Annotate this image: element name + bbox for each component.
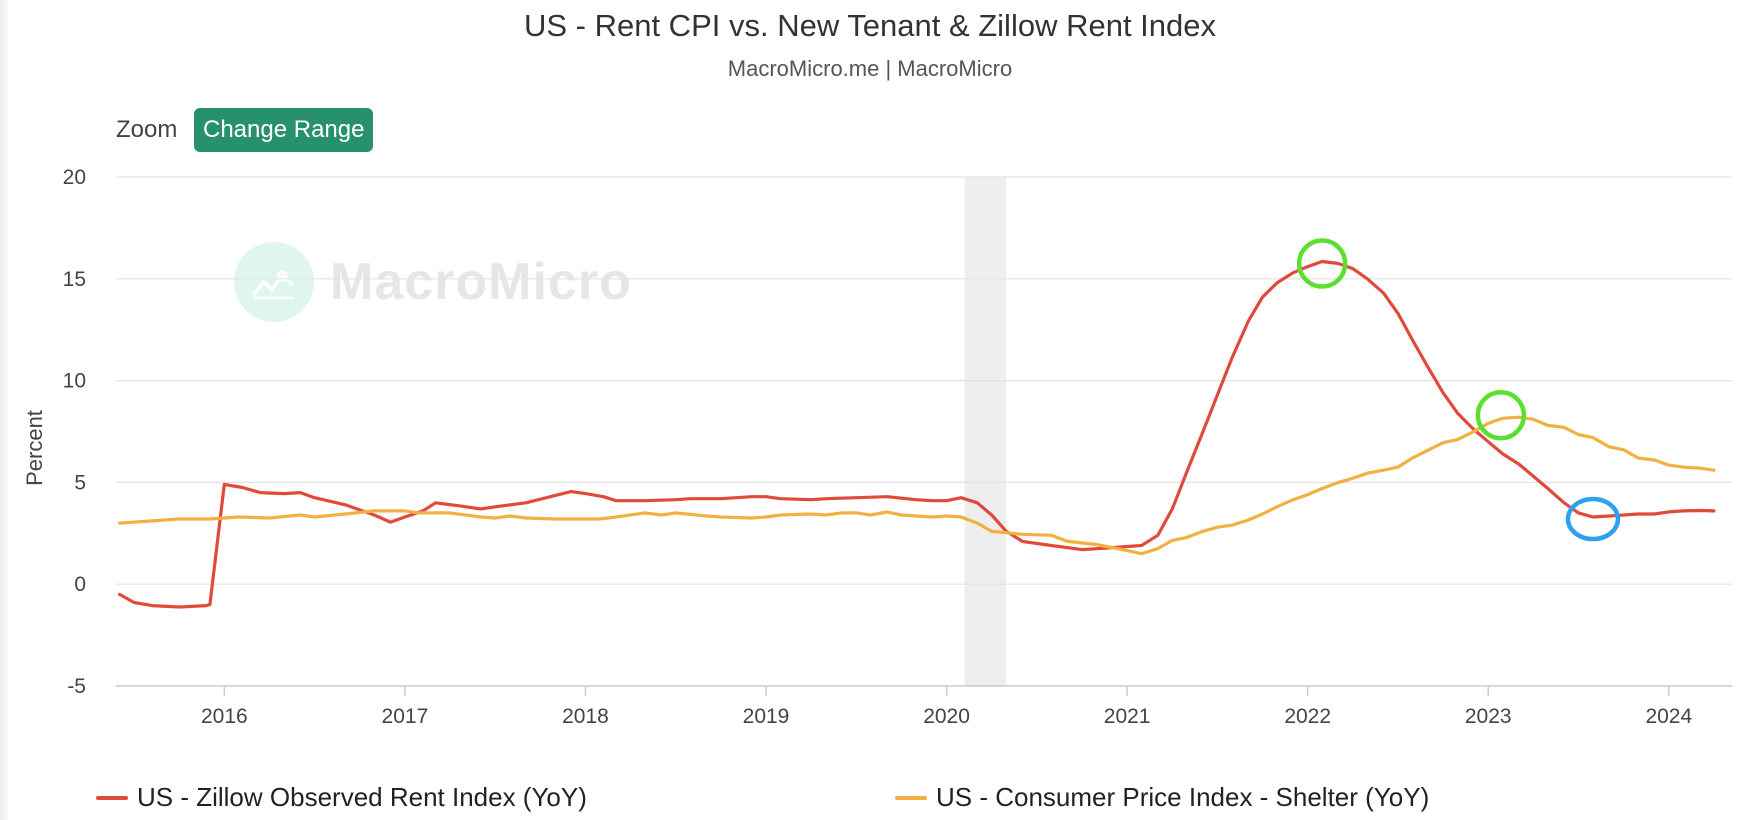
x-tick-layer: 2016 2017 2018 2019 2020 2021 2022 2023 2024	[201, 686, 1692, 728]
annotation-circle-1	[1475, 389, 1527, 441]
watermark-logo-icon	[234, 242, 314, 322]
recession-band-layer	[964, 177, 1007, 686]
y-tick-label: 10	[63, 370, 86, 393]
chart-subtitle: MacroMicro.me | MacroMicro	[727, 56, 1013, 81]
zoom-label: Zoom	[116, 116, 178, 143]
page-left-edge	[0, 0, 8, 820]
x-tick-label: 2021	[1104, 705, 1151, 728]
legend-label-zillow: US - Zillow Observed Rent Index (YoY)	[137, 782, 587, 812]
legend-swatch-zillow	[96, 795, 128, 800]
y-tick-label: 20	[63, 166, 86, 189]
annotation-circle-0	[1296, 238, 1348, 289]
series-layer	[118, 259, 1716, 609]
legend-item-cpi-shelter[interactable]: US - Consumer Price Index - Shelter (YoY…	[895, 782, 1429, 813]
series-line-1	[118, 415, 1716, 556]
legend-swatch-cpi-shelter	[895, 795, 927, 800]
recession-band-0	[964, 177, 1007, 686]
x-tick-label: 2017	[382, 705, 429, 728]
x-tick-label: 2022	[1284, 705, 1331, 728]
x-tick-label: 2018	[562, 705, 609, 728]
x-tick-label: 2019	[743, 705, 790, 728]
watermark-text: MacroMicro	[330, 253, 632, 311]
x-tick-label: 2023	[1465, 705, 1512, 728]
y-axis-label: Percent	[22, 410, 47, 486]
series-line-0	[118, 259, 1716, 609]
change-range-button[interactable]: Change Range	[194, 108, 374, 152]
y-tick-label: 5	[74, 471, 86, 494]
x-tick-label: 2016	[201, 705, 248, 728]
grid-layer	[116, 176, 1732, 687]
annotation-circle-2	[1565, 496, 1621, 542]
marker-layer	[1296, 238, 1621, 542]
x-tick-label: 2024	[1645, 705, 1692, 728]
y-tick-layer: 20 15 10 5 0 -5	[63, 166, 86, 698]
y-tick-label: 0	[74, 573, 86, 596]
chart-title: US - Rent CPI vs. New Tenant & Zillow Re…	[523, 8, 1217, 43]
watermark: MacroMicro	[234, 242, 632, 322]
y-tick-label: -5	[67, 675, 86, 698]
legend-item-zillow[interactable]: US - Zillow Observed Rent Index (YoY)	[96, 782, 587, 813]
y-tick-label: 15	[63, 268, 86, 291]
x-tick-label: 2020	[923, 705, 970, 728]
legend-label-cpi-shelter: US - Consumer Price Index - Shelter (YoY…	[936, 782, 1430, 812]
